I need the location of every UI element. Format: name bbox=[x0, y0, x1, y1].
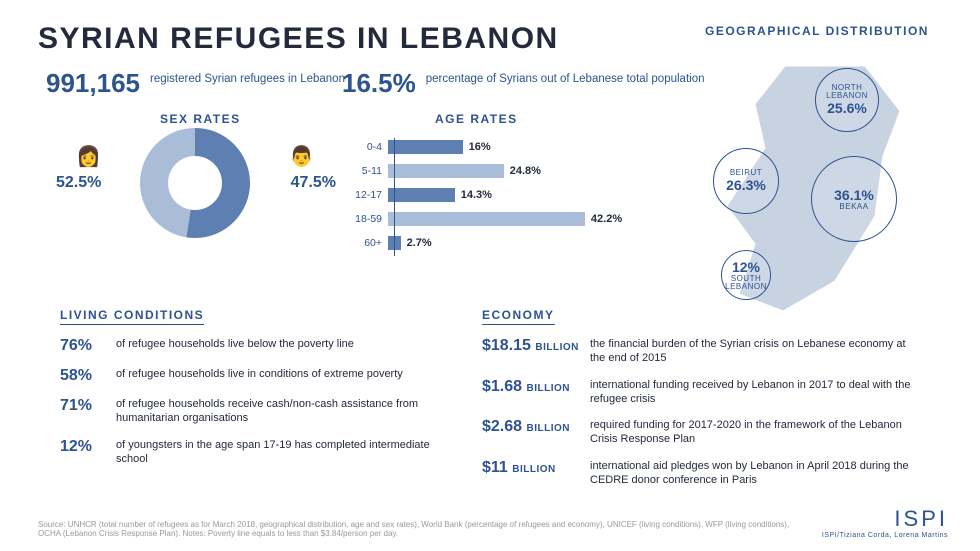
age-bar-val: 24.8% bbox=[510, 165, 541, 177]
region-name: BEIRUT bbox=[730, 169, 762, 177]
region-name: BEKAA bbox=[839, 203, 868, 211]
living-item-text: of refugee households live below the pov… bbox=[116, 337, 354, 355]
male-icon: 👨 bbox=[289, 144, 314, 169]
region-pct: 26.3% bbox=[726, 177, 766, 193]
living-item-text: of refugee households live in conditions… bbox=[116, 367, 403, 385]
living-item: 12%of youngsters in the age span 17-19 h… bbox=[60, 438, 460, 467]
age-bar-cat: 18-59 bbox=[348, 213, 388, 225]
age-bar-fill bbox=[388, 140, 463, 154]
age-bar-val: 16% bbox=[469, 141, 491, 153]
source-note: Source: UNHCR (total number of refugees … bbox=[38, 520, 798, 539]
age-rates-chart: 0-4 16% 5-11 24.8% 12-17 14.3% 18-59 42.2% 60+ 2.… bbox=[348, 138, 633, 258]
age-bar-row: 12-17 14.3% bbox=[348, 186, 633, 204]
region-circle: NORTH LEBANON25.6% bbox=[815, 68, 879, 132]
economy-item: $11 BILLIONinternational aid pledges won… bbox=[482, 459, 922, 488]
age-rates-title: AGE RATES bbox=[435, 112, 518, 126]
geo-title: GEOGRAPHICAL DISTRIBUTION bbox=[705, 24, 929, 38]
living-item-num: 12% bbox=[60, 438, 116, 467]
age-bar-val: 14.3% bbox=[461, 189, 492, 201]
region-name: NORTH LEBANON bbox=[816, 84, 878, 101]
living-item-num: 76% bbox=[60, 337, 116, 355]
economy-item-text: the financial burden of the Syrian crisi… bbox=[590, 337, 922, 366]
living-item: 76%of refugee households live below the … bbox=[60, 337, 460, 355]
region-pct: 12% bbox=[732, 259, 760, 275]
region-circle: 12%SOUTH LEBANON bbox=[721, 250, 771, 300]
economy-item-num: $11 BILLION bbox=[482, 459, 590, 488]
economy-item-num: $2.68 BILLION bbox=[482, 418, 590, 447]
stat-percentage-desc: percentage of Syrians out of Lebanese to… bbox=[426, 70, 705, 86]
living-title: LIVING CONDITIONS bbox=[60, 308, 204, 325]
living-item: 71%of refugee households receive cash/no… bbox=[60, 397, 460, 426]
economy-item: $2.68 BILLIONrequired funding for 2017-2… bbox=[482, 418, 922, 447]
economy-item-text: international aid pledges won by Lebanon… bbox=[590, 459, 922, 488]
page-title: SYRIAN REFUGEES IN LEBANON bbox=[38, 22, 559, 56]
living-item-num: 58% bbox=[60, 367, 116, 385]
age-bar-row: 18-59 42.2% bbox=[348, 210, 633, 228]
economy-title: ECONOMY bbox=[482, 308, 555, 325]
ispi-logo: ISPI ISPI/Tiziana Corda, Lorena Martins bbox=[822, 506, 948, 539]
region-circle: 36.1%BEKAA bbox=[811, 156, 897, 242]
age-bar-cat: 12-17 bbox=[348, 189, 388, 201]
age-bar-row: 60+ 2.7% bbox=[348, 234, 633, 252]
region-pct: 36.1% bbox=[834, 187, 874, 203]
age-bar-row: 0-4 16% bbox=[348, 138, 633, 156]
age-bar-fill bbox=[388, 212, 585, 226]
age-bar-cat: 60+ bbox=[348, 237, 388, 249]
age-rates-baseline bbox=[394, 138, 395, 256]
female-pct: 52.5% bbox=[56, 174, 101, 192]
sex-rates-donut: 52.5% 👩 47.5% 👨 bbox=[100, 128, 290, 238]
geo-map: NORTH LEBANON25.6% BEIRUT26.3% 36.1%BEKAA 1… bbox=[665, 56, 965, 316]
stat-percentage: 16.5% percentage of Syrians out of Leban… bbox=[342, 70, 705, 96]
sex-rates-title: SEX RATES bbox=[160, 112, 241, 126]
region-name: SOUTH LEBANON bbox=[722, 275, 770, 292]
age-bar-fill bbox=[388, 188, 455, 202]
living-item-text: of refugee households receive cash/non-c… bbox=[116, 397, 460, 426]
age-bar-cat: 0-4 bbox=[348, 141, 388, 153]
age-bar-row: 5-11 24.8% bbox=[348, 162, 633, 180]
logo-text: ISPI bbox=[894, 506, 948, 531]
economy-section: ECONOMY $18.15 BILLIONthe financial burd… bbox=[482, 306, 922, 487]
economy-item-text: international funding received by Lebano… bbox=[590, 378, 922, 407]
economy-item: $18.15 BILLIONthe financial burden of th… bbox=[482, 337, 922, 366]
logo-credit: ISPI/Tiziana Corda, Lorena Martins bbox=[822, 532, 948, 539]
age-bar-cat: 5-11 bbox=[348, 165, 388, 177]
economy-item: $1.68 BILLIONinternational funding recei… bbox=[482, 378, 922, 407]
living-item-text: of youngsters in the age span 17-19 has … bbox=[116, 438, 460, 467]
stat-registered-desc: registered Syrian refugees in Lebanon bbox=[150, 70, 345, 86]
economy-item-num: $1.68 BILLION bbox=[482, 378, 590, 407]
age-bar-val: 42.2% bbox=[591, 213, 622, 225]
age-bar-val: 2.7% bbox=[407, 237, 432, 249]
living-conditions-section: LIVING CONDITIONS 76%of refugee househol… bbox=[60, 306, 460, 466]
female-icon: 👩 bbox=[76, 144, 101, 169]
region-pct: 25.6% bbox=[827, 100, 867, 116]
region-circle: BEIRUT26.3% bbox=[713, 148, 779, 214]
stat-percentage-value: 16.5% bbox=[342, 70, 416, 96]
economy-item-num: $18.15 BILLION bbox=[482, 337, 590, 366]
stat-registered: 991,165 registered Syrian refugees in Le… bbox=[46, 70, 345, 96]
stat-registered-value: 991,165 bbox=[46, 70, 140, 96]
living-item-num: 71% bbox=[60, 397, 116, 426]
male-pct: 47.5% bbox=[291, 174, 336, 192]
age-bar-fill bbox=[388, 164, 504, 178]
economy-item-text: required funding for 2017-2020 in the fr… bbox=[590, 418, 922, 447]
living-item: 58%of refugee households live in conditi… bbox=[60, 367, 460, 385]
